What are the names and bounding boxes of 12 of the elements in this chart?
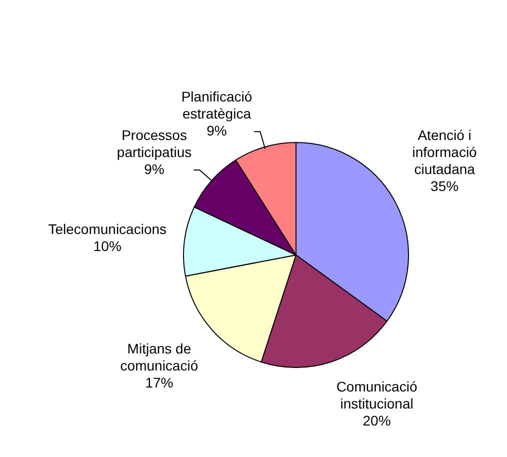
slice-label: Telecomunicacions [48,221,167,238]
data-label: 9% [206,122,227,138]
data-label: 35% [430,178,459,194]
data-label: 17% [145,374,174,391]
slice-label: Comunicació institucional [336,378,418,412]
slice-label: Planificació estratègica [181,88,252,122]
data-label: 10% [93,238,122,254]
slice-label: Atenció i informació ciutadana [412,127,478,178]
data-label: 20% [362,412,391,428]
data-label: 9% [144,160,164,177]
slice-label: Processos participatius [116,126,192,160]
slice-label: Mitjans de comunicació [120,340,198,374]
